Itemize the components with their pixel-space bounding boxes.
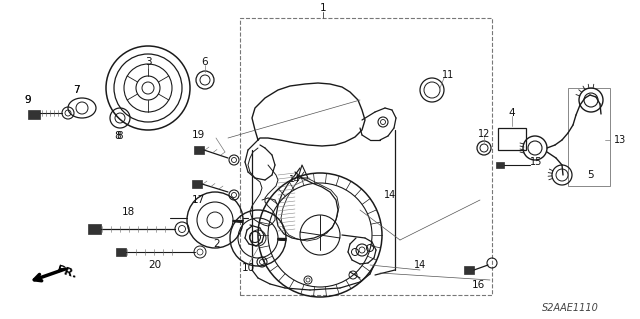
Text: FR.: FR. — [55, 264, 77, 280]
Text: S2AAE1110: S2AAE1110 — [541, 303, 598, 313]
Text: 10: 10 — [241, 263, 255, 273]
Text: 18: 18 — [122, 207, 134, 217]
Text: 1: 1 — [320, 3, 326, 13]
Bar — [496, 162, 504, 168]
Text: 17: 17 — [191, 195, 205, 205]
Text: 8: 8 — [115, 131, 122, 141]
Bar — [498, 128, 526, 150]
Text: 3: 3 — [145, 57, 151, 67]
Text: 9: 9 — [25, 95, 31, 105]
Bar — [240, 18, 492, 295]
Text: 14: 14 — [384, 190, 396, 200]
Text: 4: 4 — [509, 108, 515, 118]
Bar — [88, 224, 101, 234]
Text: 7: 7 — [73, 85, 79, 95]
Text: 7: 7 — [73, 85, 79, 95]
Bar — [194, 146, 204, 154]
Text: 16: 16 — [472, 280, 484, 290]
Text: 12: 12 — [478, 129, 490, 139]
Text: 14: 14 — [289, 175, 301, 184]
Text: 6: 6 — [202, 57, 208, 67]
Bar — [568, 88, 610, 186]
Bar — [192, 180, 202, 188]
Text: 14: 14 — [414, 260, 426, 270]
Text: 15: 15 — [530, 157, 542, 167]
Text: 8: 8 — [116, 131, 124, 141]
Text: 11: 11 — [442, 70, 454, 80]
Bar — [116, 248, 126, 256]
Text: 2: 2 — [214, 239, 220, 249]
Text: 9: 9 — [25, 95, 31, 105]
Bar — [28, 110, 40, 119]
Bar — [464, 266, 474, 274]
Text: 19: 19 — [191, 130, 205, 140]
Text: 20: 20 — [148, 260, 161, 270]
Text: 5: 5 — [587, 170, 593, 180]
Text: 13: 13 — [614, 135, 627, 145]
